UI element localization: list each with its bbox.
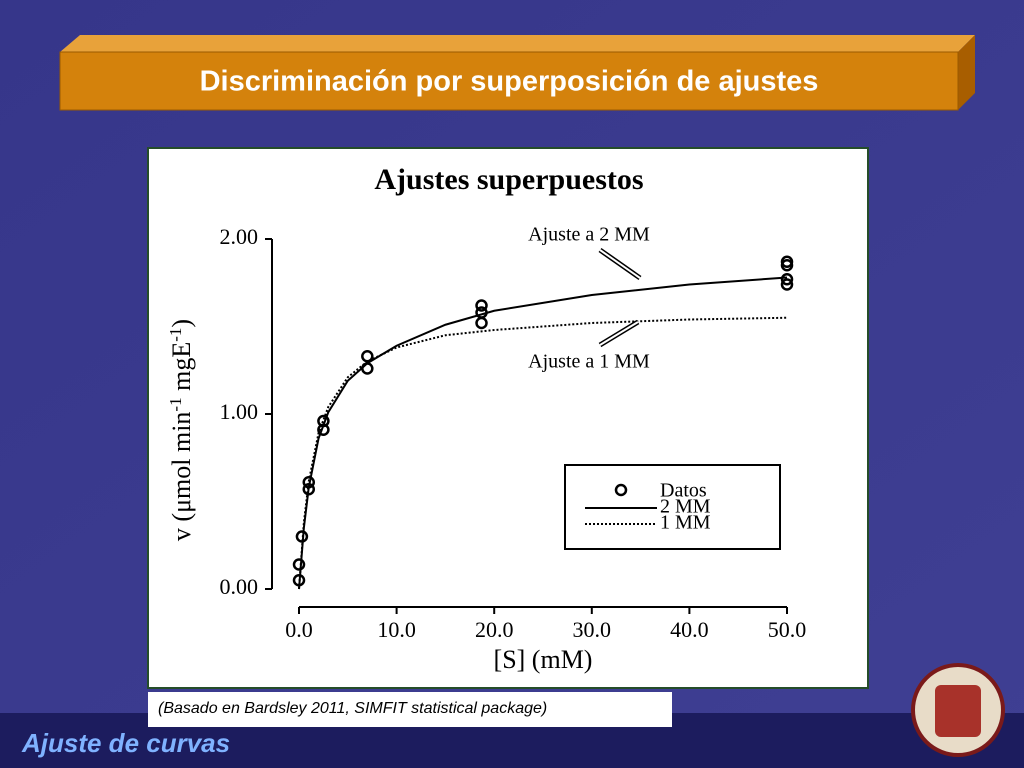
data-point	[780, 259, 794, 272]
logo	[911, 663, 1005, 757]
data-point	[302, 483, 316, 496]
banner-side	[958, 35, 975, 110]
banner	[59, 51, 959, 111]
x-tick-label: 40.0	[670, 617, 709, 642]
y-label-part: mgE	[167, 342, 196, 398]
y-tick-label: 0.00	[220, 574, 259, 599]
data-point	[361, 350, 374, 363]
x-tick-label: 50.0	[768, 617, 807, 642]
x-tick-label: 0.0	[285, 617, 313, 642]
logo-shield	[935, 685, 981, 737]
data-point	[475, 299, 488, 312]
data-point	[292, 558, 306, 571]
x-tick-label: 10.0	[377, 617, 416, 642]
citation: (Basado en Bardsley 2011, SIMFIT statist…	[158, 700, 547, 717]
data-point	[317, 423, 330, 436]
legend-label: Datos	[660, 480, 707, 502]
y-tick-label: 1.00	[220, 399, 259, 424]
y-label-part: v (μmol min	[167, 412, 196, 542]
banner-top	[60, 35, 975, 52]
annotation: Ajuste a 2 MM	[528, 224, 650, 246]
citation-box	[148, 692, 672, 727]
y-label-part: )	[167, 319, 196, 328]
y-axis-label: v (μmol min-1 mgE-1)	[166, 319, 197, 541]
annotation-arrow-core	[599, 249, 641, 279]
y-tick-label: 2.00	[220, 224, 259, 249]
slide-title: Discriminación por superposición de ajus…	[200, 66, 819, 98]
data-point	[302, 476, 316, 489]
x-axis-label: [S] (mM)	[494, 645, 593, 674]
y-label-superscript: -1	[166, 397, 185, 411]
data-point	[780, 273, 794, 286]
legend-label: 2 MM	[660, 496, 711, 518]
footer-title: Ajuste de curvas	[21, 728, 230, 758]
data-point	[780, 278, 794, 291]
data-point	[361, 362, 374, 375]
data-point	[295, 530, 309, 543]
data-point	[475, 316, 488, 330]
x-tick-label: 20.0	[475, 617, 514, 642]
x-tick-label: 30.0	[573, 617, 612, 642]
legend-label: 1 MM	[660, 512, 711, 534]
annotation-arrow-core	[599, 321, 639, 346]
legend-symbol	[614, 483, 628, 497]
annotation: Ajuste a 1 MM	[528, 351, 650, 373]
chart-title: Ajustes superpuestos	[374, 163, 643, 196]
data-point	[292, 574, 306, 587]
y-label-superscript: -1	[166, 328, 185, 342]
